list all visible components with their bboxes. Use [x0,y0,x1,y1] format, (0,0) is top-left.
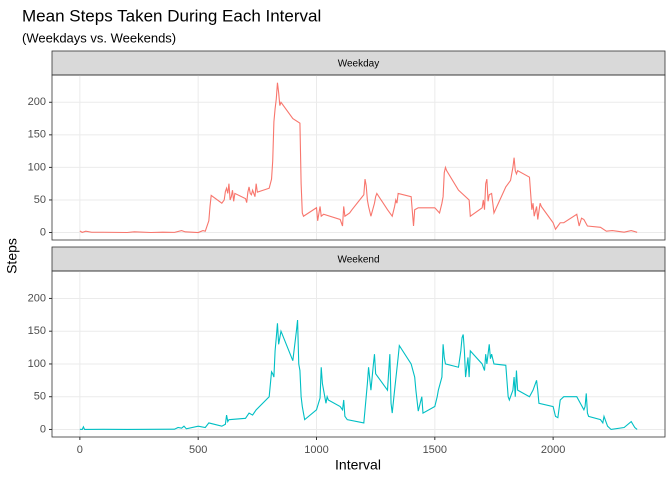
panel-border [51,270,666,438]
y-tick-label: 150 [28,129,46,141]
x-tick-label: 500 [189,444,207,456]
y-tick-label: 150 [28,325,46,337]
panel-border [51,74,666,241]
x-tick-label: 0 [77,444,83,456]
y-tick-label: 100 [28,358,46,370]
data-line [79,82,638,234]
strip [51,50,666,76]
y-tick-label: 50 [34,194,46,206]
y-tick-label: 0 [40,423,46,435]
strip-label: Weekend [337,255,379,266]
chart-subtitle: (Weekdays vs. Weekends) [22,30,176,45]
x-tick-label: 2000 [541,444,565,456]
y-tick-label: 200 [28,96,46,108]
y-tick-label: 200 [28,292,46,304]
strip-label: Weekday [338,59,380,70]
x-tick-label: 1500 [423,444,447,456]
y-axis-label: Steps [4,238,20,274]
y-tick-label: 50 [34,391,46,403]
y-tick-label: 100 [28,161,46,173]
x-axis-label: Interval [335,457,381,473]
chart-title: Mean Steps Taken During Each Interval [22,6,321,25]
data-line [79,320,638,431]
y-tick-label: 0 [40,226,46,238]
x-tick-label: 1000 [304,444,328,456]
